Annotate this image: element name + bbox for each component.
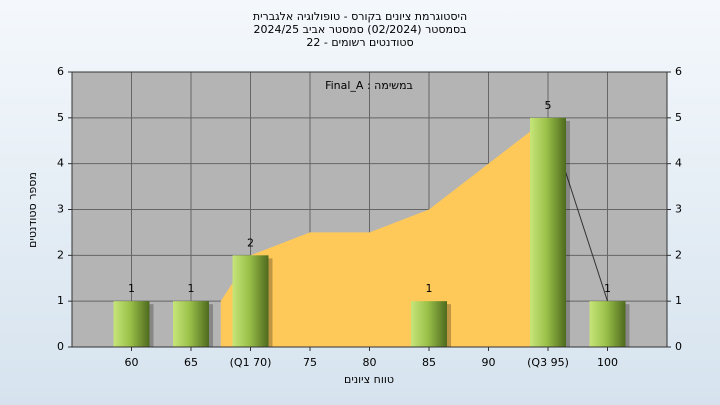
y2-tick-label: 5 bbox=[675, 111, 682, 124]
bar bbox=[173, 301, 209, 347]
bar-label: 5 bbox=[545, 99, 552, 112]
bar-label: 1 bbox=[188, 282, 195, 295]
x-tick-label: 85 bbox=[422, 356, 436, 369]
y-tick-label: 2 bbox=[57, 248, 64, 261]
y2-tick-label: 4 bbox=[675, 157, 682, 170]
bar bbox=[113, 301, 150, 347]
bar-label: 1 bbox=[426, 282, 433, 295]
x-tick-label: 60 bbox=[125, 356, 139, 369]
y-tick-label: 5 bbox=[57, 111, 64, 124]
bar bbox=[411, 301, 447, 347]
x-tick-label: 90 bbox=[482, 356, 496, 369]
x-axis-label: טווח ציונים bbox=[344, 373, 394, 386]
x-tick-label: 65 bbox=[184, 356, 198, 369]
x-tick-label: 80 bbox=[363, 356, 377, 369]
x-tick-label: (Q1 70) bbox=[230, 356, 272, 369]
y-tick-label: 0 bbox=[57, 340, 64, 353]
bar-label: 1 bbox=[604, 282, 611, 295]
y2-tick-label: 3 bbox=[675, 203, 682, 216]
bar-label: 1 bbox=[128, 282, 135, 295]
x-tick-label: (Q3 95) bbox=[527, 356, 569, 369]
chart-subtitle: סטודנטים רשומים - 22 bbox=[306, 36, 413, 49]
area bbox=[220, 117, 548, 347]
x-tick-label: 75 bbox=[303, 356, 317, 369]
bar bbox=[530, 117, 566, 347]
y2-tick-label: 1 bbox=[675, 294, 682, 307]
y2-tick-label: 0 bbox=[675, 340, 682, 353]
y2-tick-label: 6 bbox=[675, 65, 682, 78]
plot-border bbox=[71, 71, 668, 348]
y-tick-label: 1 bbox=[57, 294, 64, 307]
x-tick-label: 100 bbox=[597, 356, 618, 369]
y-tick-label: 6 bbox=[57, 65, 64, 78]
legend-label: Final_A : במשימה bbox=[325, 79, 413, 92]
y-tick-label: 4 bbox=[57, 157, 64, 170]
y2-tick-label: 2 bbox=[675, 248, 682, 261]
bar bbox=[232, 255, 269, 347]
bar bbox=[589, 301, 626, 347]
bar-label: 2 bbox=[247, 236, 254, 249]
y-tick-label: 3 bbox=[57, 203, 64, 216]
chart-subtitle: בסמסטר (02/2024) סמסטר אביב 2024/25 bbox=[253, 23, 466, 36]
chart-title: היסטוגרמת ציונים בקורס - טופולוגיה אלגבר… bbox=[253, 10, 467, 23]
y-axis-label: מספר סטודנטים bbox=[26, 172, 39, 248]
